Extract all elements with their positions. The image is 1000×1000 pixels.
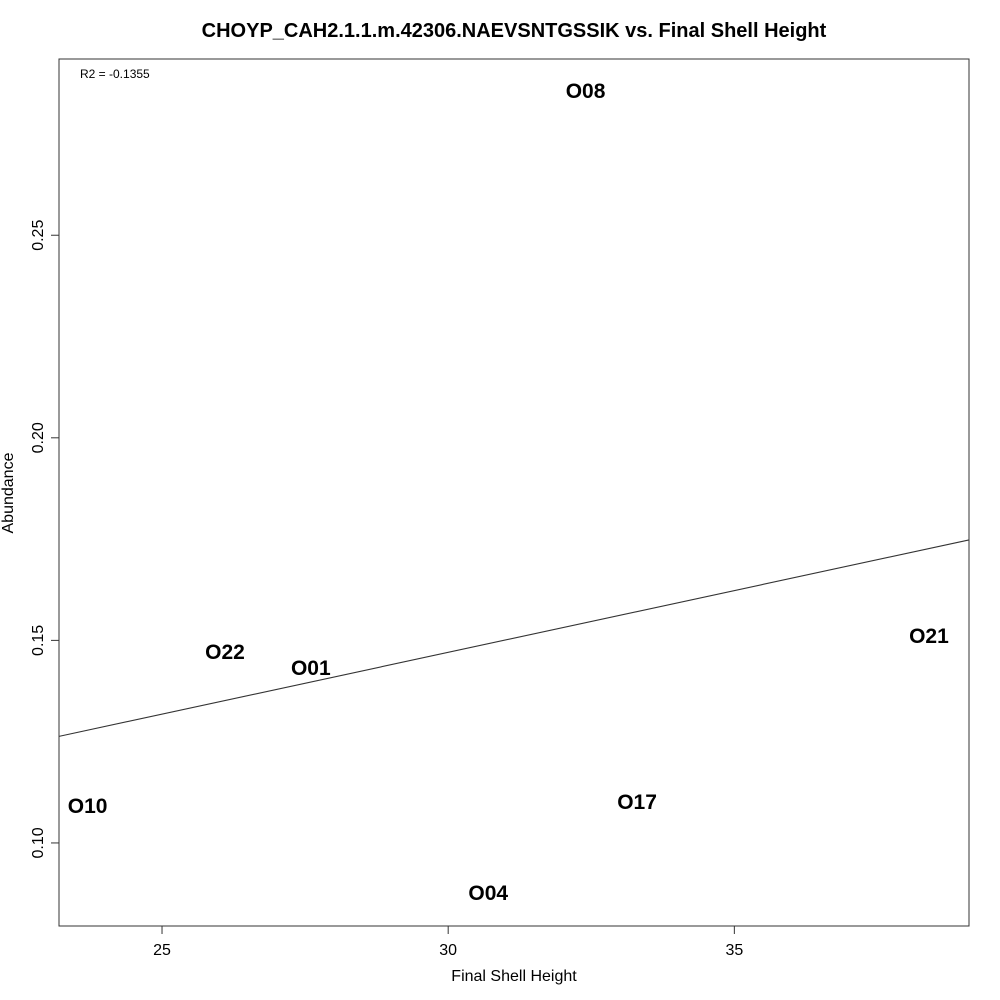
regression-line — [58, 539, 970, 737]
point-label-o22: O22 — [205, 641, 245, 664]
x-tick-label: 35 — [725, 942, 743, 959]
x-axis: 25 30 35 — [153, 926, 743, 959]
point-label-o01: O01 — [291, 657, 331, 680]
point-label-o17: O17 — [617, 791, 657, 814]
x-tick-label: 25 — [153, 942, 171, 959]
x-tick-label: 30 — [439, 942, 457, 959]
plot-frame — [58, 58, 970, 927]
y-axis-label: Abundance — [0, 452, 17, 533]
regression-line-layer — [58, 539, 970, 737]
y-tick-label: 0.15 — [30, 625, 47, 656]
x-axis-label: Final Shell Height — [451, 968, 577, 985]
point-labels-layer: O08 O22 O01 O21 O10 O17 O04 — [68, 80, 949, 905]
point-label-o04: O04 — [468, 882, 508, 905]
point-label-o10: O10 — [68, 795, 108, 818]
chart-title: CHOYP_CAH2.1.1.m.42306.NAEVSNTGSSIK vs. … — [202, 20, 827, 42]
y-tick-label: 0.25 — [30, 220, 47, 251]
r-squared-annotation: R2 = -0.1355 — [80, 67, 150, 81]
y-tick-label: 0.10 — [30, 827, 47, 858]
y-axis: 0.10 0.15 0.20 0.25 — [30, 220, 59, 859]
point-label-o08: O08 — [566, 80, 606, 103]
y-tick-label: 0.20 — [30, 422, 47, 453]
point-label-o21: O21 — [909, 625, 949, 648]
